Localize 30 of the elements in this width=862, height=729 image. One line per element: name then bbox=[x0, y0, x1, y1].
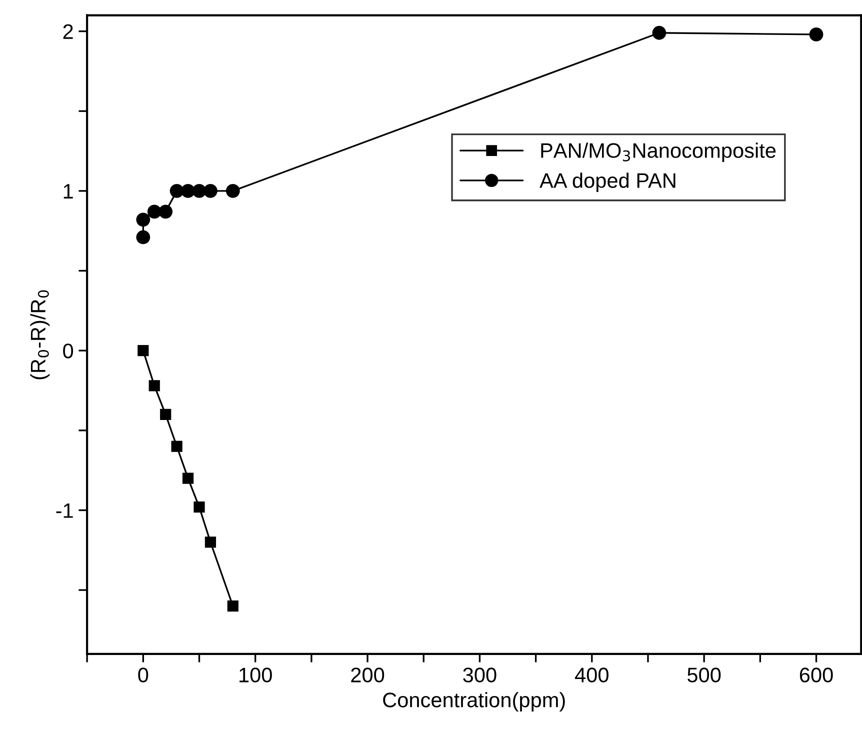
point bbox=[652, 26, 666, 40]
x-tick-label: 100 bbox=[240, 668, 272, 682]
point bbox=[204, 184, 218, 198]
x-tick-label: 200 bbox=[351, 668, 384, 682]
point bbox=[160, 408, 172, 420]
x-tick-label: 600 bbox=[800, 668, 833, 682]
point bbox=[194, 501, 205, 513]
point bbox=[136, 212, 150, 227]
x-tick-label: 0 bbox=[138, 668, 148, 682]
point bbox=[136, 230, 150, 244]
y-tick-label: 1 bbox=[64, 184, 73, 198]
x-tick-label: 300 bbox=[463, 668, 496, 682]
point bbox=[227, 600, 238, 612]
y-axis-title: (R$_{0}$-R)/R$_{0}$ bbox=[30, 290, 50, 380]
x-tick-label: 500 bbox=[688, 668, 721, 682]
x-axis-title: Concentration(ppm) bbox=[383, 692, 565, 712]
legend-label: PAN/MO$_{3}$Nanocomposite bbox=[541, 142, 776, 162]
legend-label: AA doped PAN bbox=[540, 172, 676, 192]
point bbox=[171, 440, 182, 452]
point bbox=[182, 472, 194, 484]
point bbox=[148, 380, 160, 392]
y-tick-label: 2 bbox=[63, 24, 73, 39]
point bbox=[204, 536, 216, 548]
x-tick-label: 400 bbox=[574, 668, 608, 682]
point bbox=[226, 184, 240, 198]
point bbox=[138, 345, 149, 356]
point bbox=[809, 28, 824, 42]
point bbox=[158, 204, 173, 219]
y-tick-label: -1 bbox=[56, 503, 73, 518]
y-tick-label: 0 bbox=[63, 344, 74, 358]
